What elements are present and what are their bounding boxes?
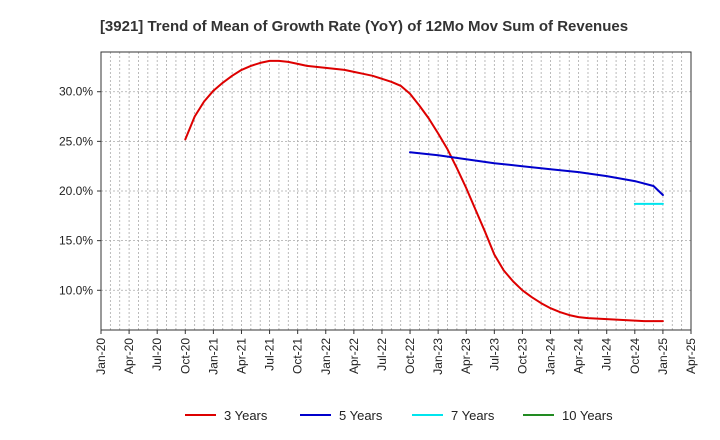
x-tick-label: Jul-20 [150,338,164,371]
x-tick-label: Apr-23 [459,338,473,374]
x-tick-label: Jan-21 [206,338,220,375]
x-tick-label: Oct-22 [403,338,417,374]
x-tick-label: Apr-25 [684,338,698,374]
grid [100,52,692,330]
x-tick-label: Apr-21 [234,338,248,374]
y-tick-label: 25.0% [59,134,93,148]
y-tick-label: 10.0% [59,283,93,297]
x-tick-label: Jan-25 [656,338,670,375]
x-tick-label: Jan-20 [94,338,108,375]
x-tick-label: Jul-23 [487,338,501,371]
x-tick-label: Jul-24 [600,338,614,371]
x-tick-label: Jan-23 [431,338,445,375]
plot-lines [184,59,664,323]
legend-label: 5 Years [339,408,383,423]
x-tick-label: Oct-21 [291,338,305,374]
x-tick-label: Apr-24 [572,338,586,374]
legend: 3 Years 5 Years 7 Years 10 Years [185,408,613,423]
y-tick-label: 20.0% [59,184,93,198]
series-line-5-years [409,151,664,196]
y-tick-label: 30.0% [59,85,93,99]
x-tick-label: Oct-20 [178,338,192,374]
legend-label: 7 Years [451,408,495,423]
x-tick-label: Jul-22 [375,338,389,371]
legend-label: 10 Years [562,408,613,423]
x-tick-label: Jul-21 [263,338,277,371]
x-tick-label: Oct-23 [515,338,529,374]
series-line-3-years [184,59,664,323]
x-tick-label: Jan-22 [319,338,333,375]
x-axis: Jan-20 Apr-20 Jul-20 Oct-20 Jan-21 Apr-21 Jul-… [94,330,698,375]
x-tick-label: Oct-24 [628,338,642,374]
x-tick-label: Jan-24 [544,338,558,375]
y-axis: 10.0% 15.0% 20.0% 25.0% 30.0% [59,85,101,297]
y-tick-label: 15.0% [59,234,93,248]
x-tick-label: Apr-20 [122,338,136,374]
chart-title: [3921] Trend of Mean of Growth Rate (YoY… [100,18,628,35]
x-tick-label: Apr-22 [347,338,361,374]
legend-label: 3 Years [224,408,268,423]
